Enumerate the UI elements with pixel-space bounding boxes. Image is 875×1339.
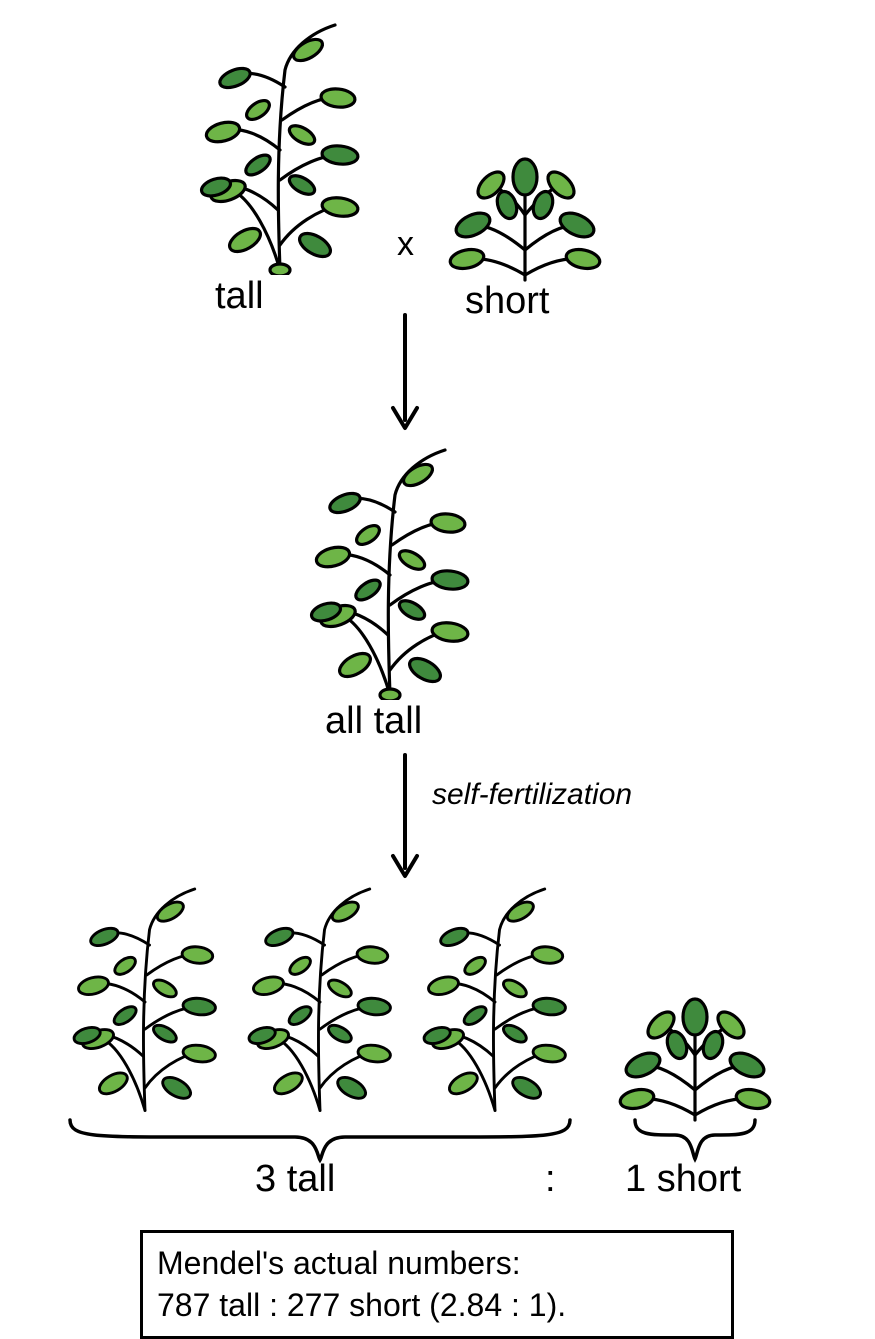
f2-short-plant xyxy=(615,995,775,1125)
f2-tall-label: 3 tall xyxy=(255,1158,335,1201)
p-short-label: short xyxy=(465,280,549,323)
p-short-plant xyxy=(445,155,605,285)
f2-short-label: 1 short xyxy=(625,1158,741,1201)
f1-tall-plant xyxy=(300,440,480,700)
results-line1: Mendel's actual numbers: xyxy=(157,1243,717,1285)
results-line2: 787 tall : 277 short (2.84 : 1). xyxy=(157,1285,717,1327)
p-tall-plant xyxy=(190,15,370,275)
p-tall-label: tall xyxy=(215,275,264,318)
cross-symbol: x xyxy=(397,225,414,264)
ratio-colon: : xyxy=(545,1158,556,1201)
f2-tall-3 xyxy=(410,880,580,1115)
diagram-stage: tall x xyxy=(0,0,875,1322)
f2-tall-2 xyxy=(235,880,405,1115)
arrow-f1-to-f2 xyxy=(385,750,425,890)
f1-label: all tall xyxy=(325,700,422,743)
arrow-p-to-f1 xyxy=(385,310,425,440)
arrow2-note: self-fertilization xyxy=(432,778,632,812)
results-box: Mendel's actual numbers: 787 tall : 277 … xyxy=(140,1230,734,1339)
f2-tall-1 xyxy=(60,880,230,1115)
